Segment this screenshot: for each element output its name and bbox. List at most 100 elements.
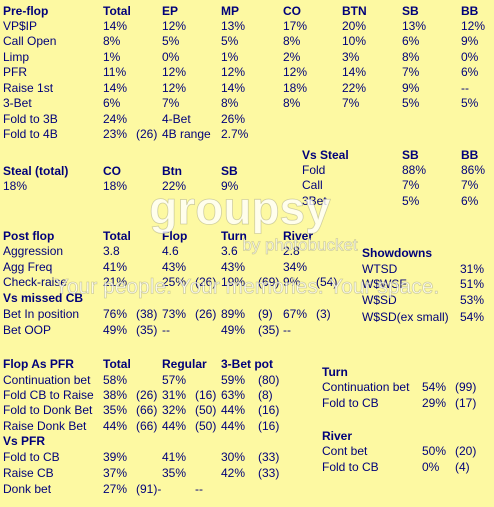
stat-cell: 12% xyxy=(221,65,245,79)
header-cell: Btn xyxy=(162,164,182,178)
stat-cell: (4) xyxy=(455,460,470,474)
stat-cell: 32% xyxy=(162,403,186,417)
row-label: Raise 1st xyxy=(3,81,54,95)
stat-cell: (8) xyxy=(258,388,273,402)
header-cell: BB xyxy=(461,148,479,162)
stat-cell: -- xyxy=(283,323,291,337)
stat-cell: 89% xyxy=(221,307,245,321)
header-cell: MP xyxy=(221,4,239,18)
stat-cell: 7% xyxy=(461,178,479,192)
stat-cell: -- xyxy=(162,323,170,337)
header-cell: SB xyxy=(221,164,238,178)
header-cell: Pre-flop xyxy=(3,4,48,18)
header-cell: SB xyxy=(402,4,419,18)
stat-cell: 8% xyxy=(221,96,239,110)
header-cell: Flop xyxy=(162,229,187,243)
stat-cell: 12% xyxy=(461,19,485,33)
row-label: Donk bet xyxy=(3,482,52,496)
stat-cell: 49% xyxy=(221,323,245,337)
stat-cell: 43% xyxy=(162,260,186,274)
stat-cell: 7% xyxy=(342,96,360,110)
stat-cell: 44% xyxy=(221,419,245,433)
stat-cell: 9% xyxy=(461,34,479,48)
stat-cell: (16) xyxy=(258,419,279,433)
header-cell: 3-Bet pot xyxy=(221,357,273,371)
stat-cell: 22% xyxy=(342,81,366,95)
stat-cell: (16) xyxy=(258,403,279,417)
stat-cell: 30% xyxy=(221,450,245,464)
stat-cell: 14% xyxy=(221,81,245,95)
row-label: Limp xyxy=(3,50,29,64)
stat-cell: 8% xyxy=(402,50,420,64)
stat-cell: (50) xyxy=(195,419,216,433)
stat-cell: 43% xyxy=(221,260,245,274)
stat-cell: 59% xyxy=(221,373,245,387)
row-label: VP$IP xyxy=(3,19,37,33)
stat-cell: 35% xyxy=(103,403,127,417)
stat-cell: 5% xyxy=(461,96,479,110)
stat-cell: 25% xyxy=(162,275,186,289)
stat-cell: 10% xyxy=(342,34,366,48)
stat-cell: 6% xyxy=(461,65,479,79)
stat-cell: 18% xyxy=(103,179,127,193)
stat-cell: 54% xyxy=(422,380,446,394)
stat-cell: 0% xyxy=(162,50,180,64)
row-label: Call Open xyxy=(3,34,56,48)
stat-cell: 0% xyxy=(422,460,440,474)
stat-cell: 12% xyxy=(283,65,307,79)
stat-cell: (35) xyxy=(258,323,279,337)
stat-cell: (66) xyxy=(136,419,157,433)
stat-cell: (91)- xyxy=(136,482,161,496)
stat-cell: (26) xyxy=(195,307,216,321)
stat-cell: 44% xyxy=(221,403,245,417)
stat-cell: 8% xyxy=(283,96,301,110)
stat-cell: 7% xyxy=(402,65,420,79)
stat-cell: (66) xyxy=(136,403,157,417)
row-label: Fold to CB xyxy=(322,396,379,410)
watermark-text: Your people. Your memories. Your space. xyxy=(55,276,440,299)
row-label: Fold to 3B xyxy=(3,112,58,126)
stat-cell: 7% xyxy=(402,178,420,192)
row-label: Aggression xyxy=(3,244,63,258)
stat-cell: 31% xyxy=(460,262,484,276)
stat-cell: 13% xyxy=(221,19,245,33)
header-cell: Turn xyxy=(221,229,247,243)
stat-cell: 6% xyxy=(103,96,121,110)
stat-cell: 9% xyxy=(283,275,301,289)
row-label: WTSD xyxy=(362,262,398,276)
stat-cell: (26) xyxy=(195,275,216,289)
stat-cell: (3) xyxy=(316,307,331,321)
stat-cell: 9% xyxy=(221,179,239,193)
stat-cell: 3.8 xyxy=(103,244,120,258)
header-cell: Regular xyxy=(162,357,207,371)
row-label: Fold to CB xyxy=(322,460,379,474)
stat-cell: (9) xyxy=(258,307,273,321)
row-label: Fold to Donk Bet xyxy=(3,403,93,417)
header-cell: SB xyxy=(402,148,419,162)
stat-cell: 38% xyxy=(103,388,127,402)
stat-cell: 18% xyxy=(283,81,307,95)
stat-cell: 8% xyxy=(283,34,301,48)
stat-cell: 12% xyxy=(162,81,186,95)
stat-cell: 54% xyxy=(460,310,484,324)
stat-cell: 22% xyxy=(162,179,186,193)
watermark-text: groupsy xyxy=(149,182,331,234)
stat-cell: -- xyxy=(461,81,469,95)
header-cell: Total xyxy=(103,357,131,371)
watermark-text: by photobucket xyxy=(242,235,358,254)
stat-cell: 11% xyxy=(103,65,126,79)
stat-cell: 14% xyxy=(342,65,366,79)
stat-cell: (26) xyxy=(136,127,157,141)
stat-cell: (35) xyxy=(136,323,157,337)
stat-cell: 5% xyxy=(402,194,420,208)
stat-cell: 4-Bet xyxy=(162,112,191,126)
header-cell: BB xyxy=(461,4,479,18)
stat-cell: 86% xyxy=(461,163,485,177)
stat-cell: 24% xyxy=(103,112,127,126)
stat-cell: 29% xyxy=(422,396,446,410)
stat-cell: 49% xyxy=(103,323,127,337)
stat-cell: (99) xyxy=(455,380,476,394)
stat-cell: 53% xyxy=(460,293,484,307)
stat-cell: 13% xyxy=(402,19,426,33)
stat-cell: 6% xyxy=(402,34,420,48)
